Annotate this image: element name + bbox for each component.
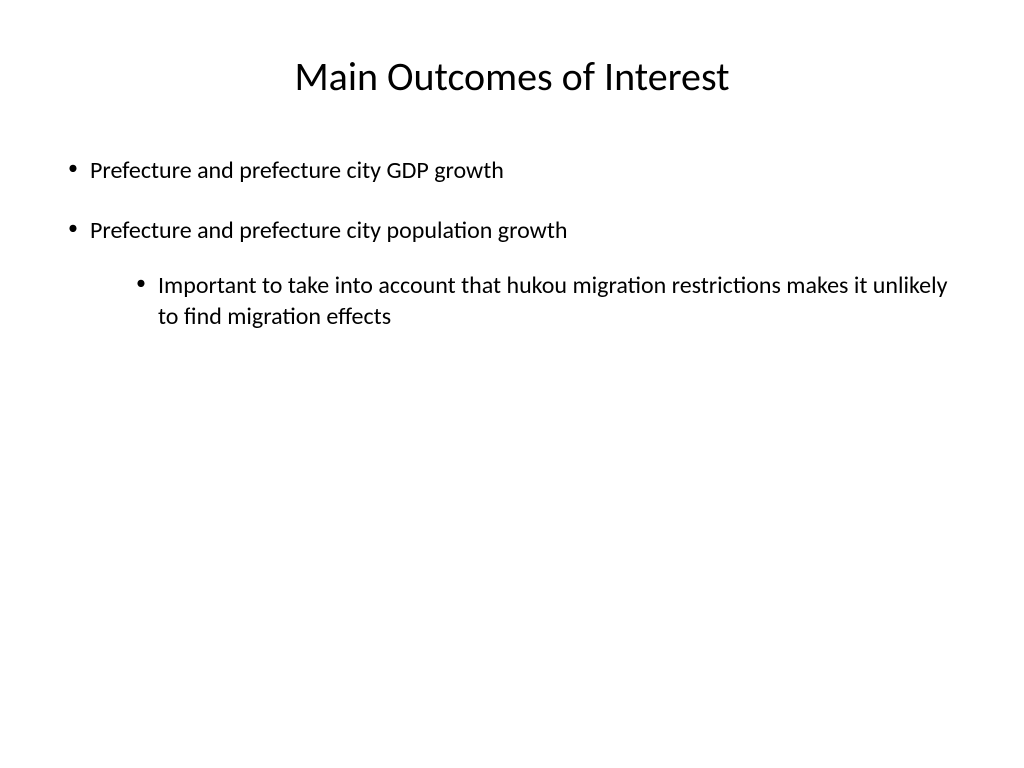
bullet-sub-text: Important to take into account that huko…	[158, 271, 948, 331]
bullet-list-level2: Important to take into account that huko…	[90, 270, 962, 332]
slide-body: Prefecture and prefecture city GDP growt…	[62, 156, 962, 362]
bullet-item: Prefecture and prefecture city populatio…	[62, 216, 962, 332]
bullet-text: Prefecture and prefecture city populatio…	[90, 216, 567, 245]
bullet-sub-item: Important to take into account that huko…	[130, 270, 962, 332]
bullet-item: Prefecture and prefecture city GDP growt…	[62, 156, 962, 186]
bullet-text: Prefecture and prefecture city GDP growt…	[90, 156, 504, 185]
slide: Main Outcomes of Interest Prefecture and…	[0, 0, 1024, 768]
bullet-list-level1: Prefecture and prefecture city GDP growt…	[62, 156, 962, 332]
slide-title: Main Outcomes of Interest	[0, 52, 1024, 101]
